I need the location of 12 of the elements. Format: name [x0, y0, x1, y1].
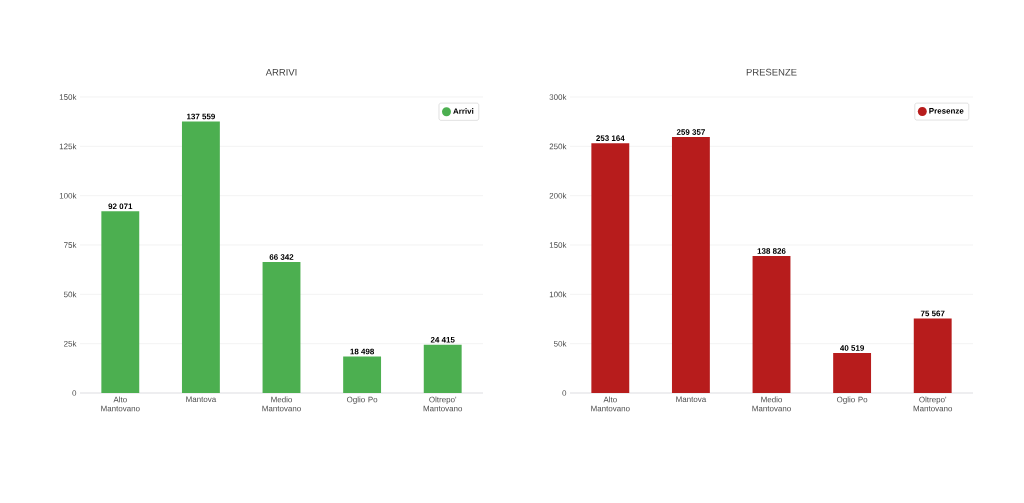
chart-title: ARRIVI [265, 68, 297, 76]
chart-title: PRESENZE [746, 68, 797, 76]
bar [101, 211, 140, 393]
bar [343, 356, 382, 393]
bar [913, 318, 952, 393]
bar [181, 121, 220, 393]
bar [591, 143, 630, 393]
bar [262, 262, 301, 393]
bar [671, 137, 710, 393]
bar [752, 256, 791, 393]
bar [833, 353, 872, 393]
bar [423, 344, 462, 393]
